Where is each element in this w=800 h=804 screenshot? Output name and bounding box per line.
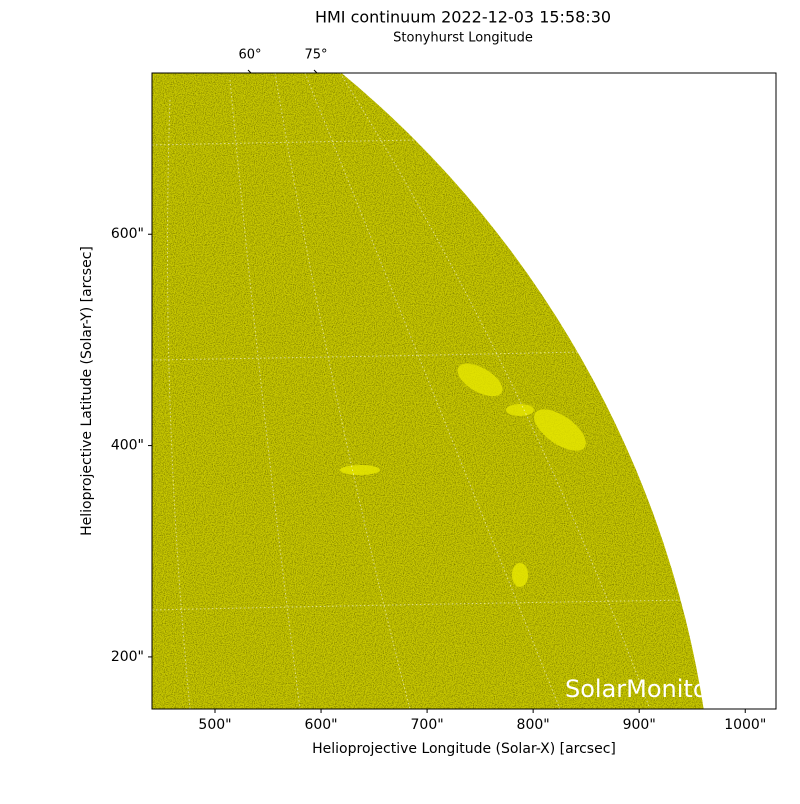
y-tick-label: 600" bbox=[111, 226, 144, 242]
top-axis-label: Stonyhurst Longitude bbox=[393, 31, 533, 46]
x-tick-label: 800" bbox=[517, 717, 550, 733]
y-axis-label: Helioprojective Latitude (Solar-Y) [arcs… bbox=[79, 246, 95, 536]
x-tick-label: 500" bbox=[198, 717, 231, 733]
watermark: SolarMonitor bbox=[565, 675, 718, 703]
top-tick-label: 75° bbox=[304, 48, 327, 63]
y-tick-label: 400" bbox=[111, 438, 144, 454]
x-tick-label: 600" bbox=[304, 717, 337, 733]
solar-disk: SolarMonitor bbox=[152, 73, 718, 709]
top-tick bbox=[247, 69, 252, 74]
y-tick-label: 200" bbox=[111, 649, 144, 665]
chart-title: HMI continuum 2022-12-03 15:58:30 bbox=[315, 8, 611, 27]
x-tick-label: 1000" bbox=[724, 717, 766, 733]
top-tick bbox=[313, 69, 318, 74]
x-tick-label: 900" bbox=[623, 717, 656, 733]
x-tick-label: 700" bbox=[411, 717, 444, 733]
disk-texture bbox=[152, 73, 716, 709]
axes-frame bbox=[151, 72, 777, 710]
coordinate-grid bbox=[152, 73, 691, 709]
faculae bbox=[340, 363, 586, 587]
top-tick-label: 60° bbox=[238, 48, 261, 63]
plot-area: SolarMonitor bbox=[152, 73, 718, 709]
x-axis-label: Helioprojective Longitude (Solar-X) [arc… bbox=[312, 741, 616, 757]
